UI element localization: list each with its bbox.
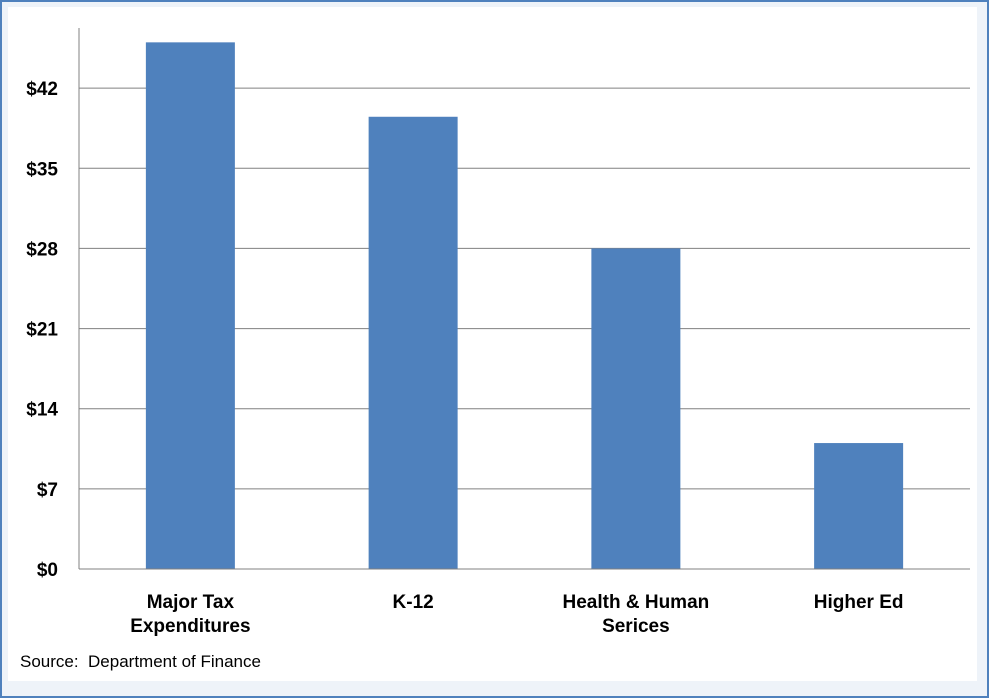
- y-tick-label: $0: [37, 560, 58, 581]
- x-category-label: Expenditures: [130, 616, 250, 637]
- x-category-label: Major Tax: [147, 592, 235, 613]
- x-category-label: Serices: [602, 616, 670, 637]
- y-tick-label: $14: [26, 400, 58, 421]
- y-tick-label: $35: [26, 159, 58, 180]
- bar: [814, 443, 904, 569]
- y-tick-label: $42: [26, 79, 58, 100]
- bar: [368, 116, 458, 569]
- bar: [591, 248, 681, 569]
- bar: [145, 42, 235, 570]
- x-category-label: Higher Ed: [814, 592, 904, 613]
- x-category-label: K-12: [393, 592, 434, 613]
- y-tick-label: $21: [26, 320, 58, 341]
- source-note: Source: Department of Finance: [20, 652, 261, 671]
- x-category-label: Health & Human: [563, 592, 710, 613]
- y-tick-label: $7: [37, 480, 58, 501]
- y-tick-label: $28: [26, 239, 58, 260]
